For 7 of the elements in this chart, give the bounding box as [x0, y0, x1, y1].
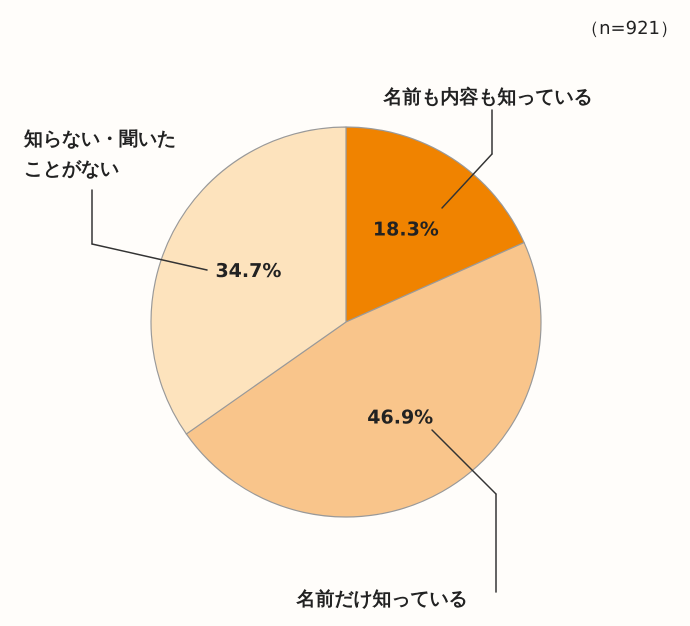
slice-label: 名前も内容も知っている — [382, 86, 592, 108]
slice-label: 名前だけ知っている — [296, 588, 468, 610]
text: （n=921） — [581, 18, 678, 39]
data-label: 18.3% — [372, 218, 439, 241]
slice-label: 知らない・聞いたことがない — [23, 128, 176, 180]
data-label: 34.7% — [215, 260, 282, 282]
data-label: 46.9% — [367, 406, 434, 429]
